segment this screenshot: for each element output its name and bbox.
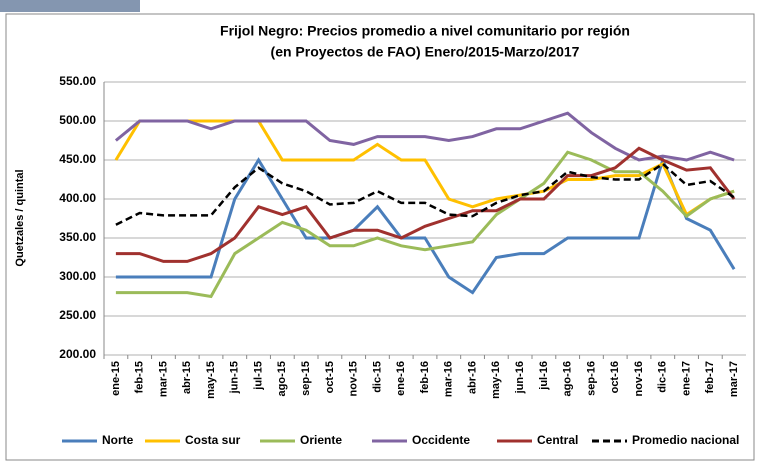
x-tick-label: ene-15 [110, 361, 122, 396]
x-tick-label: nov-16 [633, 361, 645, 396]
y-tick-label: 200.00 [59, 347, 96, 361]
x-tick-label: sep-15 [300, 361, 312, 396]
x-tick-label: mar-15 [157, 361, 169, 397]
chart-subtitle: (en Proyectos de FAO) Enero/2015-Marzo/2… [271, 44, 580, 60]
x-tick-label: ago-16 [562, 361, 574, 396]
x-tick-label: jun-15 [229, 361, 241, 394]
header-tab [0, 0, 140, 12]
x-tick-label: dic-15 [371, 361, 383, 393]
x-tick-label: feb-16 [419, 361, 431, 393]
x-tick-label: abr-16 [466, 361, 478, 394]
x-tick-label: jun-16 [514, 361, 526, 394]
series-line [115, 146, 736, 263]
x-tick-label: oct-16 [609, 361, 621, 393]
x-tick-label: mar-16 [443, 361, 455, 397]
legend-label: Costa sur [185, 433, 241, 447]
series-line [114, 119, 735, 217]
x-tick-label: mar-17 [728, 361, 740, 397]
x-tick-label: ago-15 [276, 361, 288, 396]
y-tick-label: 250.00 [59, 308, 96, 322]
series-line [115, 162, 735, 226]
series-line [115, 150, 735, 299]
y-tick-label: 500.00 [59, 113, 96, 127]
y-tick-label: 350.00 [59, 230, 96, 244]
legend-label: Central [537, 433, 578, 447]
x-tick-label: sep-16 [585, 361, 597, 396]
series-line [115, 155, 736, 295]
y-tick-label: 450.00 [59, 152, 96, 166]
x-tick-label: may-16 [490, 361, 502, 399]
x-tick-label: nov-15 [348, 361, 360, 396]
legend-label: Oriente [300, 433, 342, 447]
x-tick-label: jul-16 [538, 361, 550, 391]
chart-title: Frijol Negro: Precios promedio a nivel c… [220, 23, 630, 39]
y-tick-label: 550.00 [59, 74, 96, 88]
y-tick-label: 400.00 [59, 191, 96, 205]
x-tick-label: may-15 [205, 361, 217, 399]
x-tick-label: ene-17 [680, 361, 692, 396]
x-tick-label: dic-16 [657, 361, 669, 393]
x-tick-label: feb-15 [134, 361, 146, 393]
legend-label: Promedio nacional [632, 433, 739, 447]
y-tick-label: 300.00 [59, 269, 96, 283]
y-axis-label: Quetzales / quintal [14, 169, 26, 266]
legend-label: Occidente [412, 433, 470, 447]
x-tick-label: abr-15 [181, 361, 193, 394]
x-tick-label: jul-15 [252, 361, 264, 391]
legend-label: Norte [102, 433, 134, 447]
x-tick-label: oct-15 [324, 361, 336, 393]
x-tick-label: feb-17 [704, 361, 716, 393]
x-tick-label: ene-16 [395, 361, 407, 396]
